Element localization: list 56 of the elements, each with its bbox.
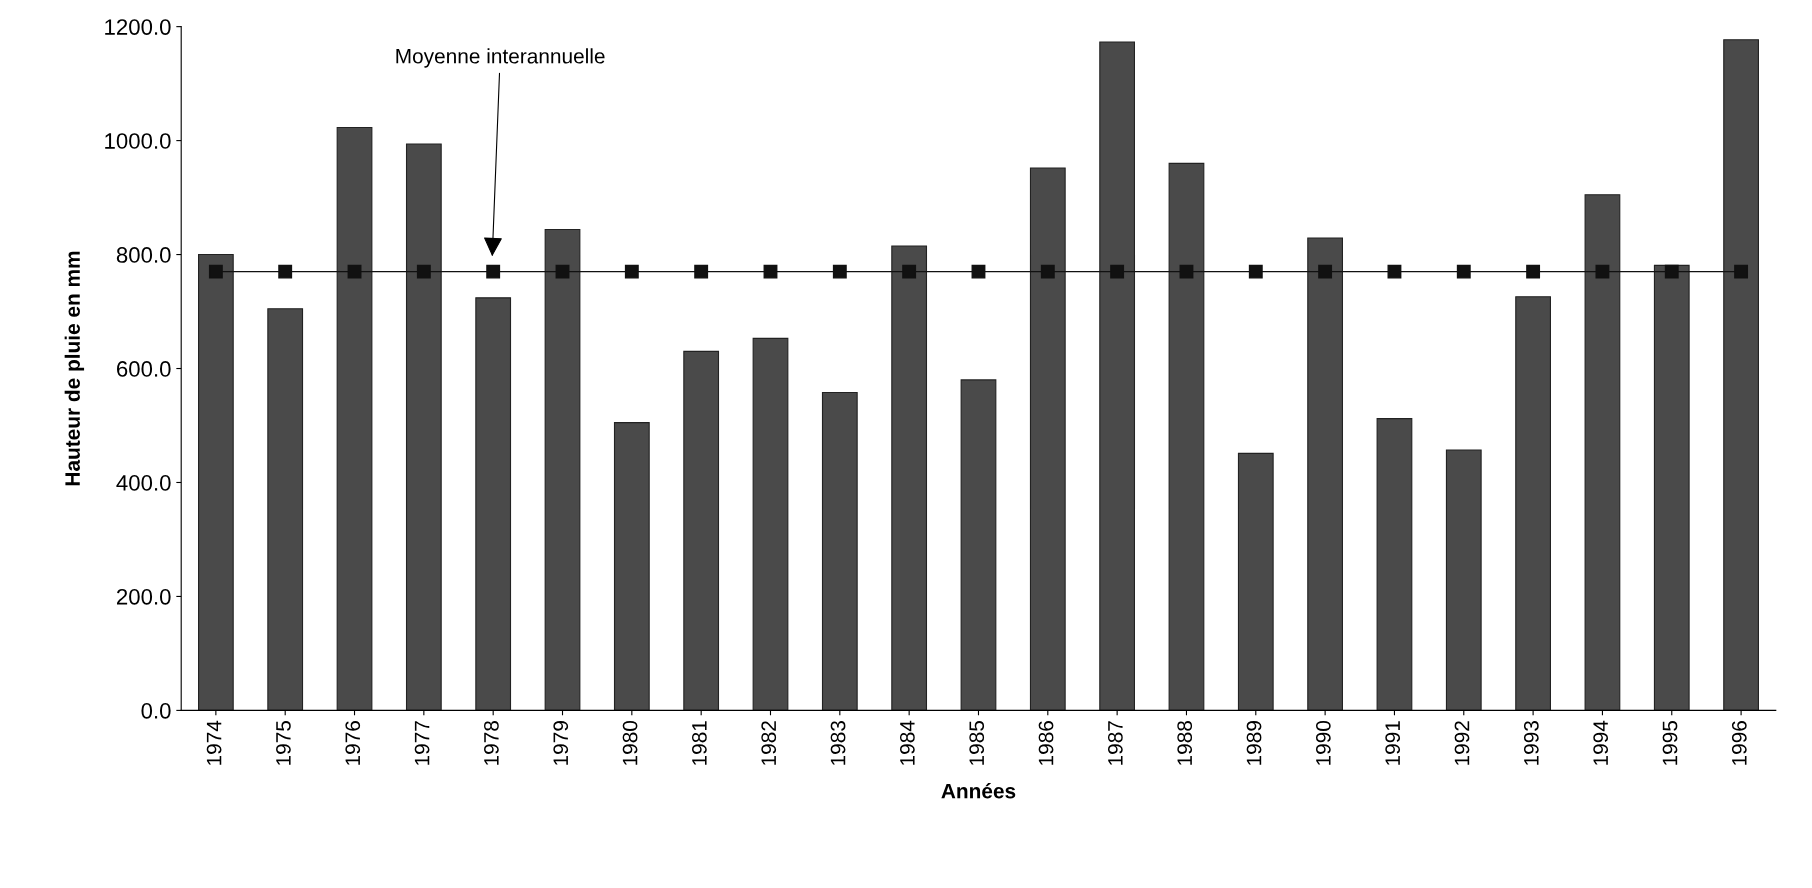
x-tick-label: 1993 [1523, 721, 1539, 765]
x-tick-label: 1990 [1315, 720, 1331, 765]
x-tick-label: 1989 [1246, 721, 1262, 765]
bar [1029, 167, 1066, 711]
bar [1376, 418, 1413, 711]
bar [1168, 162, 1205, 711]
bar [1099, 41, 1136, 711]
bar [405, 143, 442, 711]
y-tick-label: 400.0 [116, 475, 171, 491]
bar [267, 308, 304, 711]
y-tick-label: 1200.0 [105, 19, 171, 35]
bar [197, 254, 234, 711]
bar [1515, 296, 1551, 711]
x-tick-label: 1984 [899, 720, 915, 765]
bar [1445, 449, 1482, 711]
x-tick-label: 1980 [622, 720, 638, 765]
bar [1723, 39, 1759, 711]
x-axis-title: Années [941, 782, 1016, 799]
bar [821, 391, 858, 711]
x-tick-label: 1985 [969, 720, 985, 765]
y-tick-label: 800.0 [116, 247, 171, 263]
bar [475, 297, 512, 711]
bar [752, 337, 789, 711]
annotation: Moyenne interannuelle [396, 48, 605, 68]
x-tick-label: 1974 [206, 720, 222, 765]
x-tick-label: 1987 [1107, 721, 1123, 765]
x-tick-label: 1975 [276, 720, 291, 765]
bar [613, 422, 650, 711]
x-tick-label: 1994 [1593, 720, 1609, 765]
bar [960, 379, 997, 711]
x-tick-label: 1986 [1038, 721, 1054, 765]
y-tick-label: 200.0 [116, 588, 171, 605]
x-tick-label: 1992 [1454, 721, 1470, 765]
bar [336, 126, 373, 711]
bar [683, 350, 720, 711]
bar [891, 245, 928, 711]
x-tick-label: 1978 [484, 721, 499, 765]
x-tick-label: 1976 [345, 721, 361, 765]
bar [1584, 194, 1621, 711]
x-tick-label: 1983 [830, 721, 846, 765]
bar [1653, 264, 1690, 711]
x-tick-label: 1977 [414, 721, 430, 765]
x-tick-label: 1995 [1662, 720, 1678, 765]
bar [1307, 237, 1344, 711]
x-tick-label: 1982 [761, 721, 777, 765]
y-axis-title: Hauteur de pluie en mm [64, 251, 85, 486]
x-tick-label: 1979 [553, 721, 569, 765]
y-tick-label: 1000.0 [105, 133, 171, 149]
x-tick-label: 1988 [1177, 721, 1193, 765]
y-tick-label: 0.0 [141, 702, 171, 719]
x-tick-label: 1981 [692, 721, 707, 765]
bar [1237, 452, 1274, 711]
y-tick-label: 600.0 [117, 361, 171, 377]
bar [544, 228, 581, 711]
x-tick-label: 1996 [1731, 721, 1747, 765]
x-tick-label: 1991 [1385, 721, 1401, 765]
